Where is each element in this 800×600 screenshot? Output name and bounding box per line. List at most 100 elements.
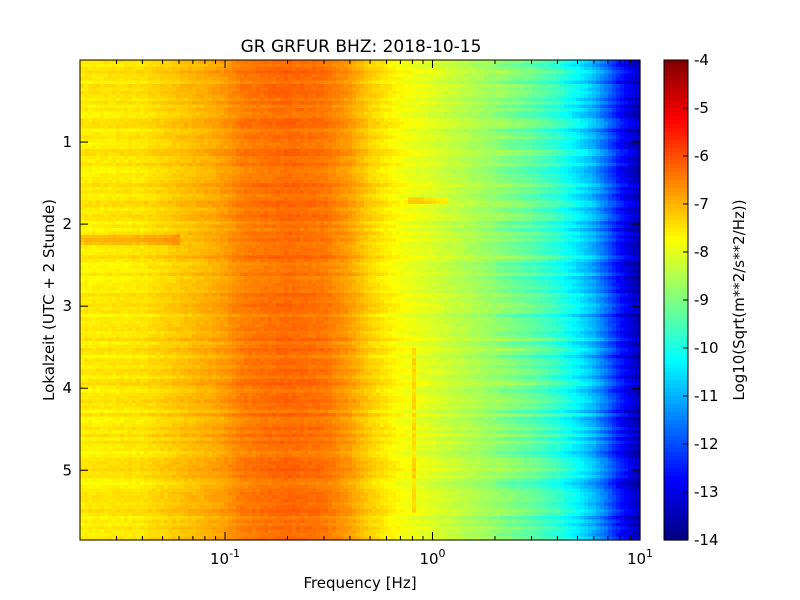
heatmap-cell [80,70,85,75]
heatmap-cell [484,152,489,157]
heatmap-cell [464,60,469,65]
heatmap-cell [424,63,429,68]
heatmap-cell [452,101,457,106]
heatmap-cell [420,90,425,95]
heatmap-cell [404,152,409,157]
heatmap-cell [448,173,453,178]
heatmap-cell [280,73,285,78]
heatmap-cell [156,101,161,106]
heatmap-cell [492,90,497,95]
heatmap-cell [128,66,133,71]
heatmap-cell [436,162,441,167]
heatmap-cell [264,80,269,85]
heatmap-cell [448,176,453,181]
heatmap-cell [592,94,597,99]
heatmap-cell [172,73,177,78]
heatmap-cell [584,166,589,171]
heatmap-cell [584,152,589,157]
heatmap-cell [80,101,85,106]
heatmap-cell [328,152,333,157]
heatmap-cell [120,101,125,106]
heatmap-cell [548,70,553,75]
heatmap-cell [504,125,509,130]
heatmap-cell [356,77,361,82]
heatmap-cell [436,66,441,71]
heatmap-cell [236,118,241,123]
heatmap-cell [532,142,537,147]
heatmap-cell [476,152,481,157]
heatmap-cell [328,87,333,92]
heatmap-cell [140,77,145,82]
heatmap-cell [432,156,437,161]
heatmap-cell [268,159,273,164]
heatmap-cell [440,66,445,71]
heatmap-cell [268,173,273,178]
heatmap-cell [484,142,489,147]
heatmap-cell [508,70,513,75]
heatmap-cell [168,94,173,99]
heatmap-cell [276,162,281,167]
heatmap-cell [532,156,537,161]
heatmap-cell [576,63,581,68]
heatmap-cell [124,180,129,185]
heatmap-cell [516,101,521,106]
heatmap-cell [432,118,437,123]
heatmap-cell [508,63,513,68]
heatmap-cell [400,138,405,143]
heatmap-cell [132,77,137,82]
heatmap-cell [244,118,249,123]
heatmap-cell [484,101,489,106]
heatmap-cell [200,97,205,102]
heatmap-cell [340,142,345,147]
heatmap-cell [564,173,569,178]
heatmap-cell [548,166,553,171]
heatmap-cell [624,142,629,147]
heatmap-cell [188,94,193,99]
heatmap-cell [572,66,577,71]
heatmap-cell [300,108,305,113]
heatmap-cell [616,142,621,147]
heatmap-cell [592,101,597,106]
heatmap-cell [440,60,445,65]
heatmap-cell [592,159,597,164]
heatmap-cell [220,114,225,119]
heatmap-cell [192,135,197,140]
heatmap-cell [404,145,409,150]
heatmap-cell [604,70,609,75]
heatmap-cell [580,101,585,106]
heatmap-cell [132,121,137,126]
heatmap-cell [212,84,217,89]
heatmap-cell [232,97,237,102]
heatmap-cell [320,169,325,174]
heatmap-cell [116,145,121,150]
heatmap-cell [512,94,517,99]
heatmap-cell [472,101,477,106]
heatmap-cell [204,97,209,102]
heatmap-cell [244,80,249,85]
heatmap-cell [368,121,373,126]
heatmap-cell [112,176,117,181]
heatmap-cell [316,166,321,171]
heatmap-cell [636,169,641,174]
heatmap-cell [224,114,229,119]
heatmap-cell [516,159,521,164]
heatmap-cell [168,156,173,161]
heatmap-cell [524,77,529,82]
heatmap-cell [624,159,629,164]
heatmap-cell [284,84,289,89]
heatmap-cell [584,156,589,161]
heatmap-cell [376,97,381,102]
heatmap-cell [360,176,365,181]
heatmap-cell [412,138,417,143]
heatmap-cell [628,166,633,171]
heatmap-cell [184,162,189,167]
heatmap-cell [96,132,101,137]
heatmap-cell [528,132,533,137]
heatmap-cell [500,132,505,137]
heatmap-cell [456,132,461,137]
heatmap-cell [412,149,417,154]
heatmap-cell [200,70,205,75]
heatmap-cell [424,94,429,99]
heatmap-cell [308,142,313,147]
heatmap-cell [456,108,461,113]
